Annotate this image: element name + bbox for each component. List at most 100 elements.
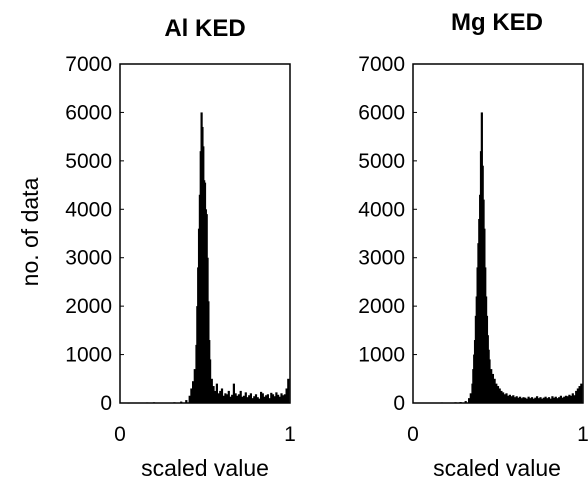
histogram-bar (283, 394, 286, 403)
histogram-bar (464, 401, 467, 403)
histogram-bar (556, 398, 559, 403)
histogram-bar (239, 390, 242, 403)
y-tick-label: 2000 (358, 295, 405, 318)
x-axis-label: scaled value (433, 455, 561, 479)
y-tick-label: 5000 (358, 150, 405, 173)
histogram-bar (554, 396, 557, 403)
histogram-bar (536, 396, 539, 403)
histogram-bar (231, 394, 234, 403)
histogram-bar (215, 383, 218, 403)
histogram-bar (468, 398, 471, 403)
histogram-bar (273, 396, 276, 403)
histogram-bar (277, 394, 280, 403)
histogram-bar (564, 395, 568, 403)
histogram-bar (190, 388, 193, 403)
y-tick-label: 2000 (65, 295, 112, 318)
histogram-bar (541, 398, 544, 403)
histogram-bar (185, 400, 188, 403)
histogram-bar (524, 397, 527, 403)
histogram-bar (559, 395, 562, 403)
histogram-bar (263, 396, 266, 403)
y-tick-label: 3000 (358, 247, 405, 270)
histogram-bar (234, 393, 237, 403)
y-tick-label: 0 (100, 392, 112, 415)
histogram-bar (529, 398, 532, 403)
histogram-bar (256, 397, 259, 403)
histogram-bar (571, 393, 574, 403)
y-tick-label: 5000 (65, 150, 112, 173)
histogram-bar (493, 378, 496, 403)
histogram-bar (249, 393, 252, 403)
histogram-bar (266, 394, 269, 403)
histogram-bar (280, 393, 283, 403)
histogram-bar (505, 393, 508, 403)
histogram-bar (551, 396, 554, 403)
y-tick-label: 6000 (65, 101, 112, 124)
histogram-bar (246, 397, 249, 403)
histogram-bar (578, 386, 581, 403)
histogram-bar (507, 395, 510, 403)
histogram-bar (500, 390, 503, 403)
histogram-bar (275, 392, 278, 403)
y-tick-label: 3000 (65, 247, 112, 270)
histogram-bar (539, 397, 542, 403)
histogram-bar (278, 396, 281, 403)
histogram-bar (580, 383, 583, 403)
chart-title: Mg KED (451, 9, 543, 36)
histogram-bar (227, 390, 230, 403)
histogram-bar (192, 381, 195, 403)
histogram-bar (253, 396, 256, 403)
histogram-bar (248, 395, 251, 403)
histogram-bar (214, 390, 217, 403)
y-tick-label: 4000 (65, 198, 112, 221)
y-tick-label: 1000 (65, 344, 112, 367)
y-ticks: 0 1000 2000 3000 4000 5000 6000 7000 (358, 53, 417, 415)
x-tick-label: 1 (577, 423, 588, 446)
histogram-bar (495, 383, 498, 403)
histogram-bar (553, 397, 556, 403)
histogram-bar (508, 394, 511, 403)
histogram-bar (469, 393, 472, 403)
histogram-bar (212, 386, 215, 403)
histogram-bar (519, 396, 522, 403)
histogram-bar (573, 395, 576, 403)
histogram-bar (491, 373, 494, 403)
histogram-bar (530, 397, 534, 403)
histogram-bar (265, 395, 268, 403)
histogram-bar (512, 395, 515, 403)
histogram-bar (210, 378, 213, 403)
histogram-bar (271, 394, 275, 403)
y-tick-label: 7000 (358, 53, 405, 76)
histogram-bar (575, 390, 578, 403)
histogram-bar (254, 394, 258, 403)
x-axis-label: scaled value (141, 455, 269, 479)
histogram-bar (258, 398, 261, 403)
histogram-bar (522, 397, 525, 403)
y-tick-label: 0 (393, 392, 405, 415)
histogram-bar (224, 393, 227, 403)
histogram-bar (287, 378, 290, 403)
histogram-bar (534, 397, 537, 403)
y-ticks: 0 1000 2000 3000 4000 5000 6000 7000 (65, 53, 124, 415)
histogram-bar (544, 396, 547, 403)
histogram-bar (261, 393, 264, 403)
histogram-bar (515, 396, 518, 403)
histogram-bar (503, 394, 506, 403)
y-tick-label: 4000 (358, 198, 405, 221)
histogram-bar (546, 398, 549, 403)
histogram-bar (520, 398, 523, 403)
histogram-bar (547, 397, 551, 403)
x-tick-label: 0 (114, 423, 126, 446)
histogram-bar (285, 388, 288, 403)
histogram-bar (217, 393, 220, 403)
histogram-bar (244, 392, 247, 403)
histogram-bar (232, 383, 235, 403)
histogram-bar (549, 398, 552, 403)
histogram-bar (188, 395, 191, 403)
histogram-bar (251, 398, 254, 403)
x-tick-label: 0 (407, 423, 419, 446)
histogram-bar (282, 395, 285, 403)
histogram-bar (513, 397, 517, 403)
